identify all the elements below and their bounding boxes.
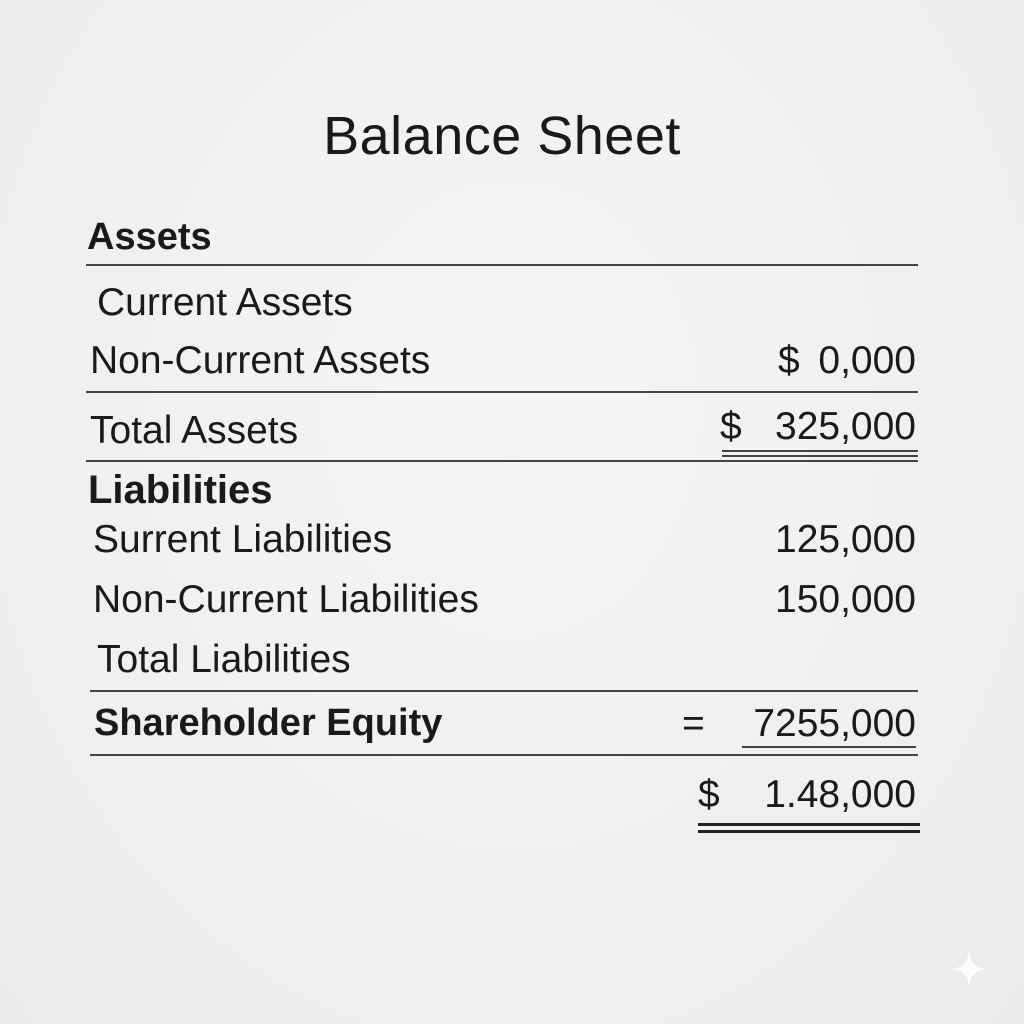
noncurrent-liabilities-label: Non-Current Liabilities bbox=[93, 580, 479, 619]
shareholder-equity-value: 7255,000 bbox=[753, 704, 916, 743]
noncurrent-assets-currency: $ bbox=[778, 341, 800, 380]
noncurrent-assets-label: Non-Current Assets bbox=[90, 341, 430, 380]
grand-total-underline-1 bbox=[698, 823, 920, 826]
grand-total-currency: $ bbox=[698, 775, 720, 814]
total-assets-underline-1 bbox=[722, 450, 918, 452]
noncurrent-liabilities-value: 150,000 bbox=[775, 580, 916, 619]
total-assets-label: Total Assets bbox=[90, 411, 298, 450]
shareholder-equity-label: Shareholder Equity bbox=[94, 704, 442, 742]
assets-subtotal-divider bbox=[86, 391, 918, 393]
equity-equals-sign: = bbox=[682, 704, 705, 743]
equity-underline bbox=[742, 746, 916, 748]
total-assets-value: 325,000 bbox=[775, 407, 916, 446]
assets-divider bbox=[86, 264, 918, 266]
noncurrent-assets-value: 0,000 bbox=[818, 341, 916, 380]
total-liabilities-label: Total Liabilities bbox=[97, 640, 351, 679]
grand-total-value: 1.48,000 bbox=[764, 775, 916, 814]
assets-section-end-divider bbox=[86, 460, 918, 462]
grand-total-underline-2 bbox=[698, 830, 920, 833]
assets-heading: Assets bbox=[87, 218, 212, 256]
liabilities-heading: Liabilities bbox=[88, 470, 273, 510]
total-assets-underline-2 bbox=[722, 455, 918, 457]
current-liabilities-label: Surrent Liabilities bbox=[93, 520, 392, 559]
liabilities-divider bbox=[90, 690, 918, 692]
sparkle-icon bbox=[948, 948, 990, 990]
page-title: Balance Sheet bbox=[0, 105, 1004, 167]
total-assets-currency: $ bbox=[720, 407, 742, 446]
current-liabilities-value: 125,000 bbox=[775, 520, 916, 559]
current-assets-label: Current Assets bbox=[97, 283, 353, 322]
equity-divider bbox=[90, 754, 918, 756]
